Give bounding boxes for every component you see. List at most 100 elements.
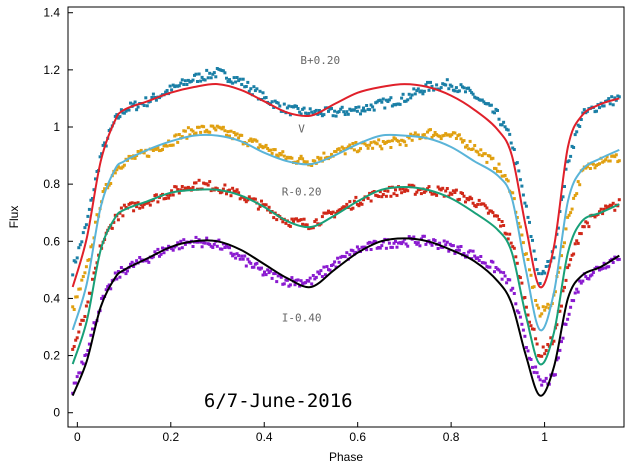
data-point bbox=[311, 274, 315, 277]
data-point bbox=[459, 83, 463, 87]
data-point bbox=[228, 188, 231, 192]
data-point bbox=[497, 268, 501, 272]
data-point bbox=[75, 295, 79, 299]
data-point bbox=[436, 247, 440, 250]
data-point bbox=[348, 253, 352, 257]
data-point bbox=[614, 153, 618, 157]
data-point bbox=[400, 242, 404, 246]
data-point bbox=[360, 202, 364, 206]
data-point bbox=[320, 275, 324, 278]
data-point bbox=[94, 266, 97, 270]
data-point bbox=[302, 106, 306, 110]
data-point bbox=[485, 160, 489, 164]
data-point bbox=[575, 130, 579, 134]
data-point bbox=[202, 125, 206, 129]
data-point bbox=[129, 262, 132, 266]
data-point bbox=[540, 272, 544, 276]
data-point bbox=[534, 299, 538, 302]
data-point bbox=[605, 155, 609, 159]
data-point bbox=[229, 80, 233, 84]
data-point bbox=[323, 156, 327, 160]
data-point bbox=[220, 247, 224, 251]
data-point bbox=[564, 322, 568, 326]
data-point bbox=[413, 131, 417, 135]
data-point bbox=[240, 83, 244, 86]
data-point bbox=[569, 211, 573, 215]
data-point bbox=[78, 287, 82, 291]
data-point bbox=[534, 365, 538, 369]
data-point bbox=[357, 247, 361, 251]
data-point bbox=[511, 286, 515, 290]
data-point bbox=[576, 180, 580, 184]
data-point bbox=[263, 203, 266, 207]
data-point bbox=[372, 108, 376, 112]
data-point bbox=[380, 147, 384, 151]
data-point bbox=[235, 188, 239, 192]
data-point bbox=[520, 184, 524, 188]
data-point bbox=[387, 241, 391, 245]
x-tick-label: 0.8 bbox=[443, 430, 460, 444]
data-point bbox=[273, 148, 277, 152]
data-point bbox=[243, 198, 247, 202]
data-point bbox=[416, 241, 420, 245]
data-point bbox=[177, 84, 181, 88]
data-point bbox=[524, 204, 528, 208]
data-point bbox=[438, 187, 442, 191]
data-point bbox=[319, 156, 323, 160]
data-point bbox=[351, 249, 355, 253]
data-point bbox=[410, 183, 414, 187]
data-point bbox=[211, 72, 215, 76]
data-point bbox=[197, 72, 201, 76]
data-point bbox=[115, 113, 119, 117]
data-point bbox=[180, 78, 184, 82]
data-point bbox=[442, 239, 446, 243]
data-point bbox=[225, 192, 228, 196]
data-point bbox=[362, 198, 365, 202]
data-point bbox=[429, 80, 432, 84]
data-point bbox=[221, 187, 225, 191]
data-point bbox=[587, 277, 591, 281]
data-point bbox=[424, 83, 428, 87]
data-point bbox=[223, 71, 227, 75]
data-point bbox=[520, 322, 524, 326]
data-point bbox=[464, 145, 467, 149]
data-point bbox=[115, 277, 119, 281]
data-point bbox=[191, 129, 195, 133]
data-point bbox=[479, 148, 483, 152]
data-point bbox=[494, 266, 498, 269]
data-point bbox=[514, 302, 518, 306]
data-point bbox=[101, 190, 105, 193]
data-point bbox=[543, 352, 547, 356]
data-point bbox=[208, 242, 212, 246]
data-point bbox=[336, 256, 340, 260]
data-point bbox=[81, 318, 85, 322]
data-point bbox=[256, 207, 260, 211]
data-point bbox=[83, 226, 87, 230]
data-point bbox=[115, 168, 119, 172]
data-point bbox=[313, 220, 317, 223]
data-point bbox=[138, 206, 142, 210]
data-point bbox=[304, 160, 308, 164]
data-point bbox=[607, 265, 611, 269]
data-point bbox=[511, 191, 515, 195]
data-point bbox=[368, 108, 372, 112]
data-point bbox=[573, 133, 577, 137]
data-point bbox=[386, 100, 390, 103]
data-point bbox=[404, 242, 408, 246]
data-point bbox=[205, 128, 209, 132]
data-point bbox=[330, 264, 333, 267]
data-point bbox=[243, 85, 247, 89]
data-point bbox=[450, 244, 454, 248]
data-point bbox=[180, 135, 184, 139]
data-point bbox=[215, 244, 219, 248]
data-point bbox=[365, 104, 369, 107]
data-point bbox=[567, 159, 571, 163]
data-point bbox=[471, 249, 475, 253]
data-point bbox=[171, 248, 175, 252]
data-point bbox=[270, 151, 274, 155]
data-point bbox=[457, 133, 461, 137]
data-point bbox=[532, 249, 536, 253]
data-point bbox=[556, 226, 560, 230]
data-point bbox=[422, 133, 426, 137]
data-point bbox=[168, 193, 172, 197]
